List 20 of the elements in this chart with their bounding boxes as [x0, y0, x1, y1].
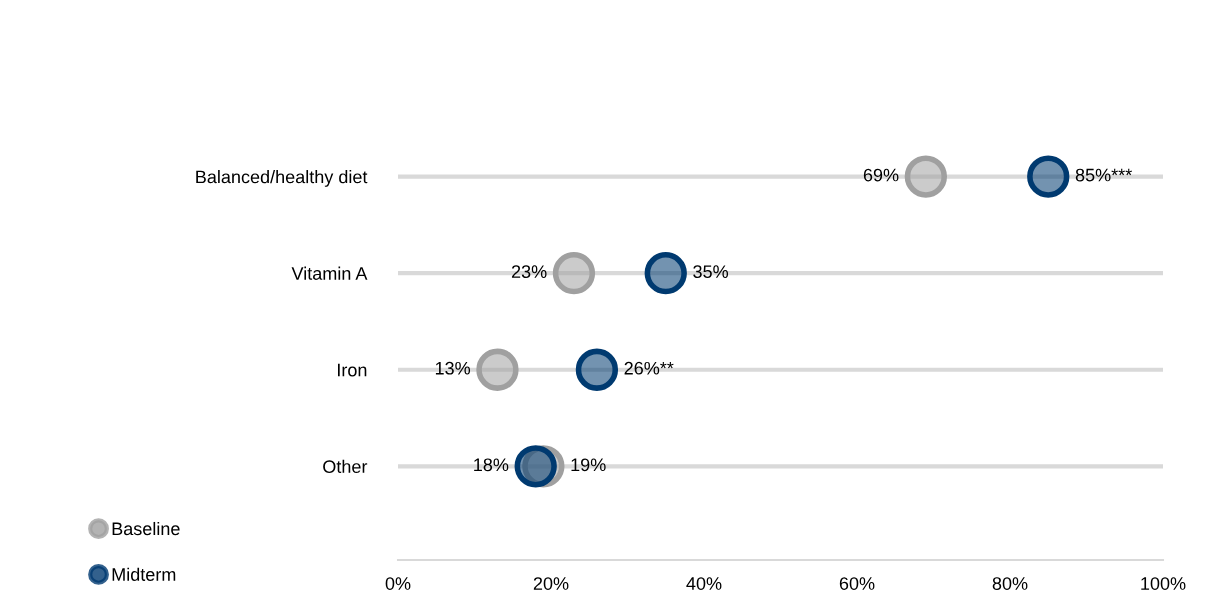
data-label: 35% [693, 265, 729, 279]
x-tick-label: 20% [533, 577, 569, 590]
y-tick-label: Iron [338, 363, 367, 377]
y-tick-label: Vitamin A [291, 266, 368, 280]
x-tick-label: 40% [686, 577, 722, 590]
y-tick-label: Balanced/healthy diet [196, 170, 368, 187]
data-label: 85%*** [1075, 168, 1132, 182]
x-tick-label: 80% [992, 577, 1028, 590]
data-label: 69% [863, 168, 899, 182]
data-label: 23% [511, 265, 547, 279]
y-tick-label: Other [323, 459, 368, 474]
x-tick-label: 100% [1141, 577, 1186, 590]
legend-label: Midterm [112, 567, 176, 581]
data-label: 18% [474, 458, 509, 472]
data-label: 13% [435, 361, 471, 375]
data-label: 26%** [624, 361, 674, 375]
x-tick-label: 60% [839, 577, 875, 590]
legend-label: Baseline [112, 521, 180, 536]
data-label: 19% [571, 458, 606, 472]
x-tick-label: 0% [385, 577, 411, 590]
